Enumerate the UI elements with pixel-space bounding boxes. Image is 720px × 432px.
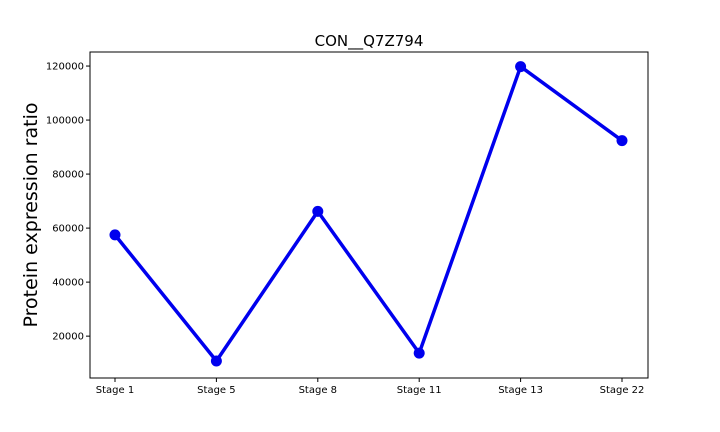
data-point xyxy=(109,229,121,241)
x-tick-label: Stage 8 xyxy=(299,385,337,396)
y-tick-label: 20000 xyxy=(52,332,84,343)
y-axis-label: Protein expression ratio xyxy=(20,103,42,328)
x-tick-label: Stage 22 xyxy=(600,385,645,396)
data-point xyxy=(210,355,222,367)
data-point xyxy=(515,61,527,73)
y-tick-label: 120000 xyxy=(46,62,84,73)
y-tick-label: 100000 xyxy=(46,116,84,127)
y-tick-label: 40000 xyxy=(52,278,84,289)
data-point xyxy=(312,205,324,217)
y-tick-label: 60000 xyxy=(52,224,84,235)
series-layer xyxy=(109,61,628,367)
data-point xyxy=(413,347,425,359)
x-tick-label: Stage 5 xyxy=(197,385,235,396)
series-line xyxy=(113,64,624,363)
data-point xyxy=(616,135,628,147)
axes: Stage 1 Stage 5 Stage 8 Stage 11 Stage 13 Sta… xyxy=(46,62,645,396)
chart-title: CON__Q7Z794 xyxy=(315,32,424,51)
y-tick-label: 80000 xyxy=(52,170,84,181)
plot-frame xyxy=(89,51,649,379)
x-tick-label: Stage 1 xyxy=(96,385,134,396)
x-tick-label: Stage 11 xyxy=(397,385,442,396)
x-tick-label: Stage 13 xyxy=(498,385,543,396)
